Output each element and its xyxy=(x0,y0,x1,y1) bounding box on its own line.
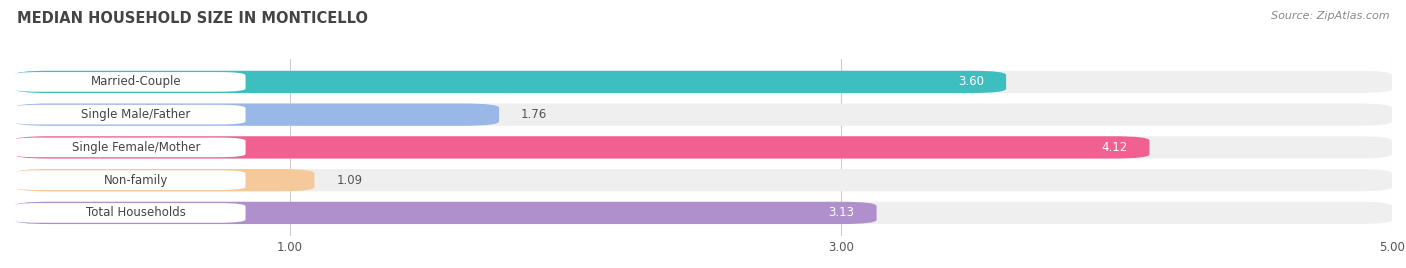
Text: 1.76: 1.76 xyxy=(522,108,547,121)
Text: Total Households: Total Households xyxy=(86,206,186,219)
FancyBboxPatch shape xyxy=(14,136,1392,159)
Text: 3.60: 3.60 xyxy=(957,75,984,88)
FancyBboxPatch shape xyxy=(11,170,246,190)
FancyBboxPatch shape xyxy=(14,202,1392,224)
Text: 4.12: 4.12 xyxy=(1101,141,1128,154)
FancyBboxPatch shape xyxy=(14,71,1007,93)
FancyBboxPatch shape xyxy=(14,136,1150,159)
Text: Source: ZipAtlas.com: Source: ZipAtlas.com xyxy=(1271,11,1389,21)
Text: 3.13: 3.13 xyxy=(828,206,855,219)
FancyBboxPatch shape xyxy=(14,71,1392,93)
Text: Single Female/Mother: Single Female/Mother xyxy=(72,141,200,154)
FancyBboxPatch shape xyxy=(11,72,246,92)
FancyBboxPatch shape xyxy=(11,203,246,223)
FancyBboxPatch shape xyxy=(11,137,246,157)
Text: Married-Couple: Married-Couple xyxy=(91,75,181,88)
FancyBboxPatch shape xyxy=(14,169,1392,191)
Text: 1.09: 1.09 xyxy=(336,174,363,187)
FancyBboxPatch shape xyxy=(14,169,315,191)
FancyBboxPatch shape xyxy=(14,202,876,224)
Text: Non-family: Non-family xyxy=(104,174,169,187)
Text: Single Male/Father: Single Male/Father xyxy=(82,108,191,121)
FancyBboxPatch shape xyxy=(14,103,499,126)
Text: MEDIAN HOUSEHOLD SIZE IN MONTICELLO: MEDIAN HOUSEHOLD SIZE IN MONTICELLO xyxy=(17,11,368,26)
FancyBboxPatch shape xyxy=(14,103,1392,126)
FancyBboxPatch shape xyxy=(11,105,246,124)
